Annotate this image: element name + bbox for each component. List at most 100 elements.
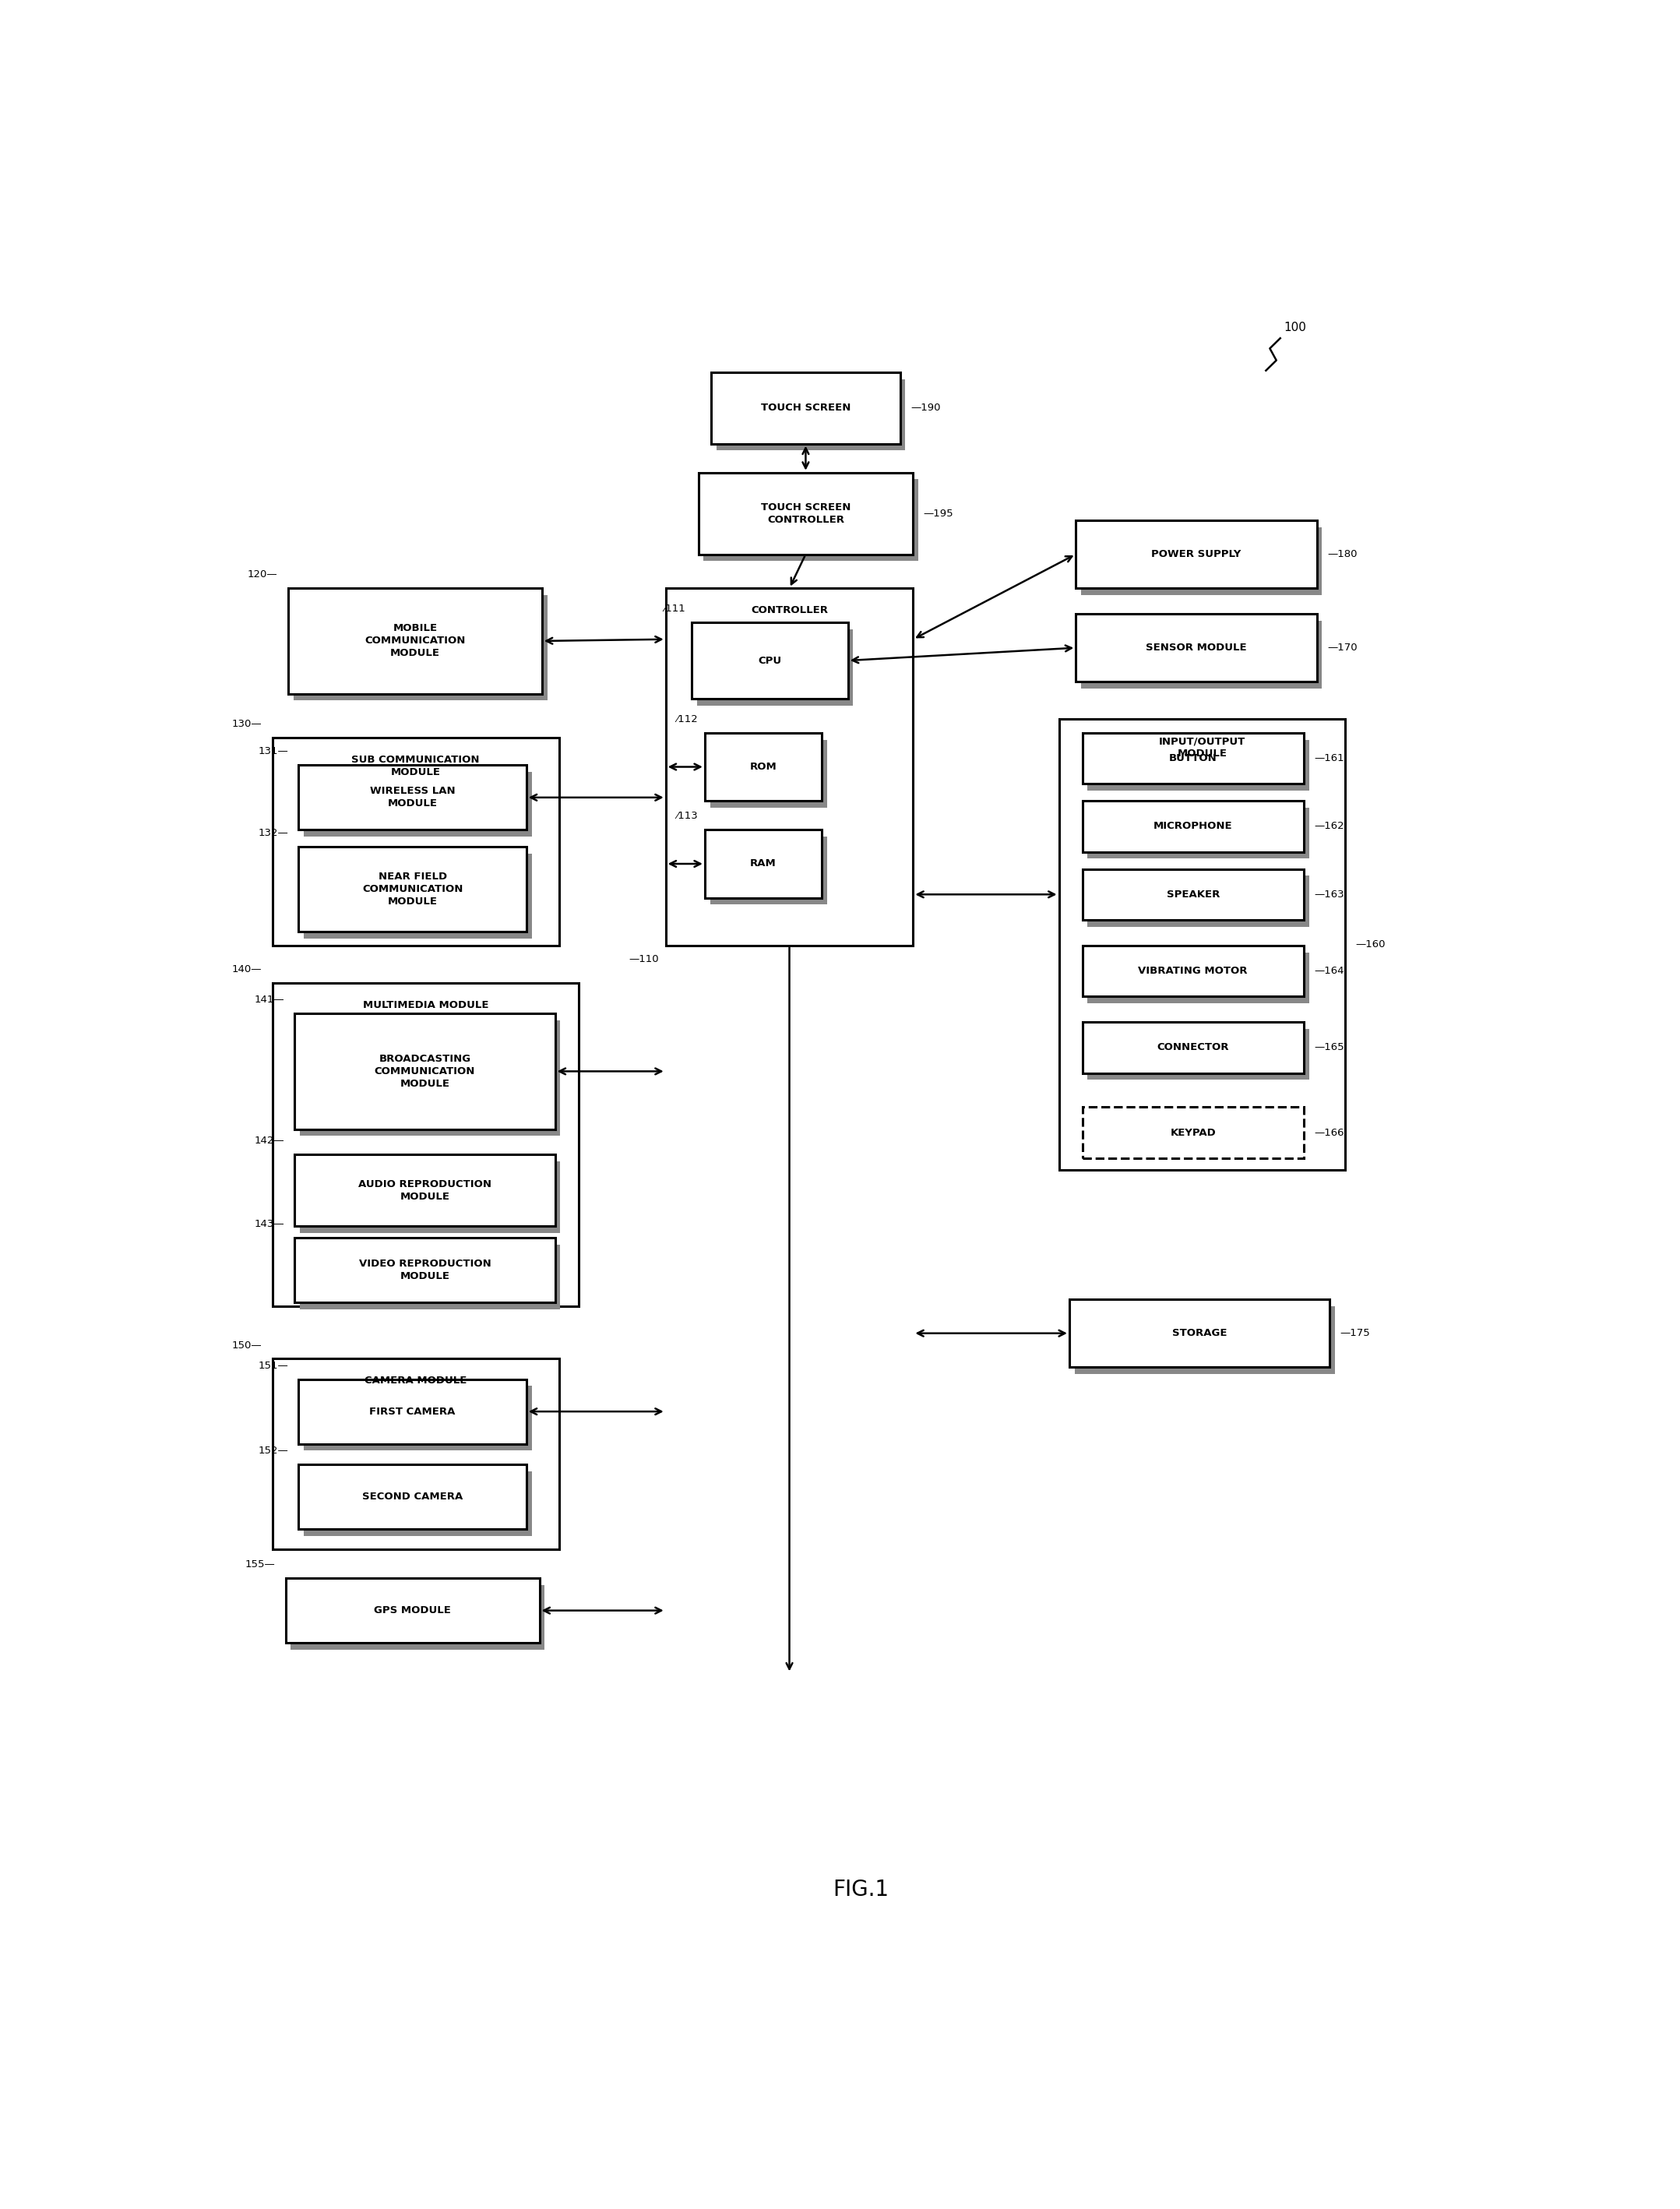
Text: NEAR FIELD
COMMUNICATION
MODULE: NEAR FIELD COMMUNICATION MODULE <box>363 873 464 908</box>
Bar <box>299 764 526 831</box>
Text: 143—: 143— <box>254 1219 284 1230</box>
Text: SECOND CAMERA: SECOND CAMERA <box>363 1491 462 1502</box>
Text: CAMERA MODULE: CAMERA MODULE <box>365 1376 467 1385</box>
Text: FIRST CAMERA: FIRST CAMERA <box>370 1407 455 1416</box>
Bar <box>716 380 906 451</box>
Bar <box>304 1385 531 1451</box>
Bar <box>299 846 526 932</box>
Bar <box>697 630 853 705</box>
Bar <box>299 1021 559 1135</box>
Text: TOUCH SCREEN: TOUCH SCREEN <box>761 402 850 413</box>
Bar <box>294 1237 554 1303</box>
Bar <box>706 733 822 802</box>
Text: —164: —164 <box>1314 965 1344 976</box>
Bar <box>1087 808 1309 859</box>
Bar <box>272 738 559 945</box>
Text: SENSOR MODULE: SENSOR MODULE <box>1146 643 1247 654</box>
Bar <box>1082 868 1304 919</box>
Text: 152—: 152— <box>259 1445 289 1456</box>
Text: RAM: RAM <box>751 859 776 868</box>
Bar <box>304 771 531 837</box>
Text: ⁄112: ⁄112 <box>677 714 699 725</box>
Bar <box>299 1465 526 1529</box>
Text: CONTROLLER: CONTROLLER <box>751 605 828 616</box>
Text: 140—: 140— <box>232 965 262 974</box>
Bar <box>1087 740 1309 791</box>
Text: VIDEO REPRODUCTION
MODULE: VIDEO REPRODUCTION MODULE <box>360 1259 491 1281</box>
Text: —166: —166 <box>1314 1127 1344 1138</box>
Text: MOBILE
COMMUNICATION
MODULE: MOBILE COMMUNICATION MODULE <box>365 623 465 658</box>
Bar <box>706 831 822 897</box>
Text: MICROPHONE: MICROPHONE <box>1154 822 1233 831</box>
Bar <box>299 1378 526 1445</box>
Bar <box>1087 875 1309 928</box>
Text: SUB COMMUNICATION
MODULE: SUB COMMUNICATION MODULE <box>351 755 480 778</box>
Bar <box>1082 945 1304 996</box>
Text: TOUCH SCREEN
CONTROLLER: TOUCH SCREEN CONTROLLER <box>761 501 850 526</box>
Bar <box>291 1586 544 1650</box>
Bar <box>692 623 848 698</box>
Text: FIG.1: FIG.1 <box>833 1878 889 1900</box>
Text: —165: —165 <box>1314 1043 1344 1051</box>
Text: 132—: 132— <box>259 828 289 837</box>
Bar <box>1087 952 1309 1003</box>
Text: —161: —161 <box>1314 753 1344 764</box>
Text: 141—: 141— <box>254 994 284 1005</box>
Bar <box>294 1014 554 1129</box>
Bar <box>704 479 919 561</box>
Text: 151—: 151— <box>259 1361 289 1370</box>
Bar <box>1082 733 1304 784</box>
Text: 150—: 150— <box>232 1341 262 1350</box>
Bar <box>711 837 827 906</box>
Text: CPU: CPU <box>758 656 781 665</box>
Text: VIBRATING MOTOR: VIBRATING MOTOR <box>1139 965 1248 976</box>
Bar <box>1082 802 1304 853</box>
Text: 131—: 131— <box>259 747 289 758</box>
Text: 155—: 155— <box>245 1560 276 1571</box>
Text: —175: —175 <box>1341 1328 1371 1339</box>
Text: —190: —190 <box>911 402 941 413</box>
Text: CONNECTOR: CONNECTOR <box>1158 1043 1230 1051</box>
Text: ROM: ROM <box>749 762 776 771</box>
Bar <box>711 373 900 444</box>
Text: ⁄113: ⁄113 <box>677 811 699 822</box>
Bar <box>665 588 914 945</box>
Text: STORAGE: STORAGE <box>1173 1328 1226 1339</box>
Bar <box>1082 1023 1304 1074</box>
Text: AUDIO REPRODUCTION
MODULE: AUDIO REPRODUCTION MODULE <box>358 1180 492 1202</box>
Text: GPS MODULE: GPS MODULE <box>375 1606 450 1615</box>
Text: INPUT/OUTPUT
MODULE: INPUT/OUTPUT MODULE <box>1159 736 1245 760</box>
Bar <box>1080 528 1322 594</box>
Text: ⁄111: ⁄111 <box>664 603 685 614</box>
Text: 130—: 130— <box>232 720 262 729</box>
Text: —163: —163 <box>1314 890 1344 899</box>
Bar <box>304 853 531 939</box>
Bar <box>294 594 548 700</box>
Bar <box>1082 1107 1304 1158</box>
Bar <box>1075 1306 1336 1374</box>
Bar <box>1068 1299 1331 1367</box>
Bar <box>304 1471 531 1535</box>
Bar <box>272 1359 559 1549</box>
Text: 100: 100 <box>1284 323 1307 334</box>
Bar <box>1087 1029 1309 1080</box>
Bar <box>1075 614 1317 683</box>
Bar <box>699 473 914 554</box>
Bar <box>1058 720 1346 1171</box>
Bar <box>299 1162 559 1233</box>
Bar <box>711 740 827 808</box>
Text: —180: —180 <box>1327 550 1357 559</box>
Bar <box>286 1577 539 1643</box>
Bar <box>1080 621 1322 689</box>
Text: WIRELESS LAN
MODULE: WIRELESS LAN MODULE <box>370 786 455 808</box>
Bar <box>294 1155 554 1226</box>
Text: —162: —162 <box>1314 822 1344 831</box>
Text: POWER SUPPLY: POWER SUPPLY <box>1151 550 1242 559</box>
Text: MULTIMEDIA MODULE: MULTIMEDIA MODULE <box>363 1001 489 1010</box>
Text: —110: —110 <box>628 954 659 963</box>
Bar <box>1075 519 1317 588</box>
Text: BUTTON: BUTTON <box>1169 753 1216 764</box>
Bar <box>272 983 578 1306</box>
Bar <box>299 1246 559 1310</box>
Text: 142—: 142— <box>254 1135 284 1146</box>
